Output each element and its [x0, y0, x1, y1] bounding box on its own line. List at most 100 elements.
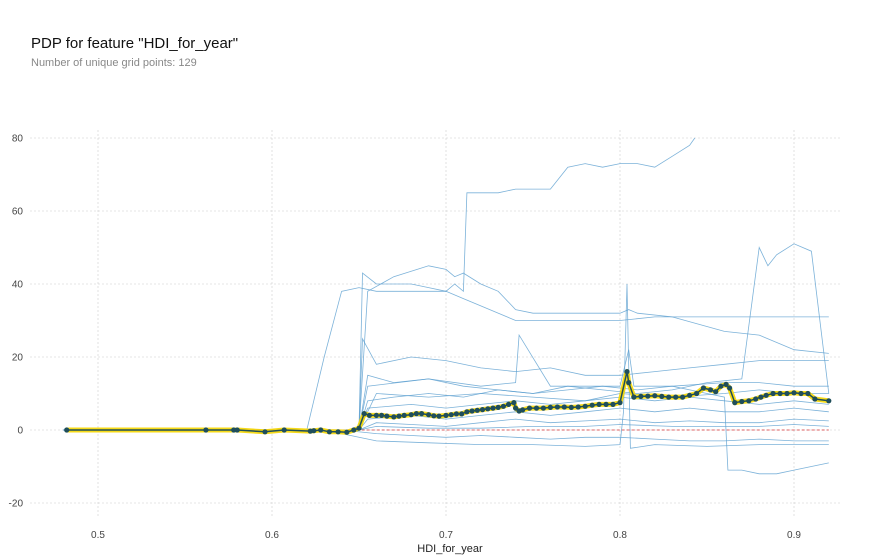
pdp-point — [652, 393, 658, 399]
pdp-point — [408, 412, 414, 418]
pdp-point — [784, 390, 790, 397]
pdp-point — [401, 412, 407, 418]
x-axis-label: HDI_for_year — [417, 543, 483, 555]
chart-subtitle: Number of unique grid points: 129 — [31, 57, 197, 69]
pdp-point — [351, 427, 357, 433]
pdp-point — [443, 412, 449, 418]
y-tick-label: 20 — [12, 353, 24, 364]
pdp-point — [626, 380, 632, 386]
y-tick-label: 0 — [17, 426, 23, 437]
pdp-point — [575, 404, 581, 410]
pdp-point — [490, 405, 496, 411]
ice-lines — [63, 137, 830, 475]
y-tick-label: 40 — [12, 280, 24, 291]
pdp-point — [356, 425, 362, 431]
pdp-point — [645, 393, 651, 399]
x-tick-label: 0.7 — [439, 530, 453, 541]
pdp-point — [659, 393, 665, 399]
grid-lines — [30, 130, 840, 518]
pdp-point — [391, 414, 397, 420]
pdp-point — [732, 400, 738, 406]
pdp-point — [568, 404, 574, 410]
pdp-point — [700, 385, 707, 391]
pdp-point — [673, 394, 679, 400]
pdp-point — [777, 390, 783, 397]
pdp-point — [798, 390, 804, 397]
pdp-point — [474, 407, 480, 413]
pdp-point — [610, 401, 616, 407]
pdp-point — [723, 381, 729, 387]
pdp-point — [791, 390, 797, 396]
pdp-line — [66, 371, 829, 433]
ice-line — [63, 337, 829, 431]
x-tick-label: 0.5 — [91, 530, 105, 541]
pdp-point — [396, 413, 402, 419]
pdp-point — [384, 413, 390, 419]
ice-line — [63, 283, 829, 449]
pdp-point — [718, 383, 724, 389]
ice-line — [63, 137, 696, 431]
pdp-point — [281, 427, 287, 433]
pdp-point — [596, 401, 602, 407]
pdp-point — [582, 403, 588, 409]
pdp-point — [638, 393, 644, 399]
pdp-point — [520, 407, 526, 413]
y-axis-ticks: -20 0 20 40 60 80 — [9, 134, 24, 510]
pdp-point — [547, 404, 554, 410]
pdp-point — [713, 389, 719, 395]
ice-line — [63, 429, 829, 442]
pdp-point — [746, 398, 752, 404]
chart-title: PDP for feature "HDI_for_year" — [31, 35, 239, 52]
pdp-point — [361, 411, 367, 417]
pdp-point — [540, 405, 547, 411]
y-tick-label: -20 — [9, 499, 24, 510]
pdp-point — [379, 412, 385, 418]
pdp-point — [459, 411, 465, 417]
pdp-point — [366, 412, 372, 418]
x-tick-label: 0.8 — [613, 530, 627, 541]
x-tick-label: 0.9 — [787, 530, 801, 541]
pdp-point — [344, 429, 350, 435]
pdp-point — [617, 400, 623, 406]
pdp-point — [413, 411, 419, 417]
pdp-point — [770, 390, 776, 397]
pdp-point — [812, 396, 818, 402]
pdp-point — [511, 400, 517, 406]
ice-line — [63, 333, 829, 431]
pdp-point — [666, 394, 672, 400]
pdp-point — [739, 398, 745, 405]
pdp-point — [631, 394, 637, 400]
pdp-point — [513, 405, 519, 411]
pdp-point — [318, 427, 324, 433]
pdp-point — [554, 404, 561, 410]
pdp-point — [419, 411, 425, 417]
pdp-point — [326, 429, 332, 435]
pdp-point — [624, 369, 630, 375]
pdp-point — [464, 409, 470, 415]
ice-line — [63, 265, 829, 431]
pdp-point — [526, 405, 533, 411]
pdp-point — [603, 401, 609, 407]
pdp-point — [203, 427, 209, 433]
pdp-point — [453, 411, 459, 417]
pdp-point — [485, 406, 491, 412]
pdp-point — [707, 387, 714, 393]
pdp-point — [335, 429, 341, 435]
pdp-point — [589, 402, 595, 408]
ice-line — [63, 418, 829, 431]
pdp-point — [500, 403, 506, 409]
pdp-point — [311, 428, 317, 434]
pdp-point — [436, 413, 442, 419]
pdp-band — [66, 369, 830, 435]
ice-line — [63, 424, 829, 431]
pdp-series — [64, 369, 832, 435]
pdp-point — [758, 394, 764, 400]
pdp-point — [533, 405, 540, 411]
pdp-point — [805, 390, 811, 397]
pdp-point — [561, 404, 567, 410]
x-axis-ticks: 0.5 0.6 0.7 0.8 0.9 — [91, 530, 801, 541]
pdp-point — [495, 404, 501, 410]
pdp-point — [506, 401, 512, 407]
pdp-point — [479, 407, 486, 413]
